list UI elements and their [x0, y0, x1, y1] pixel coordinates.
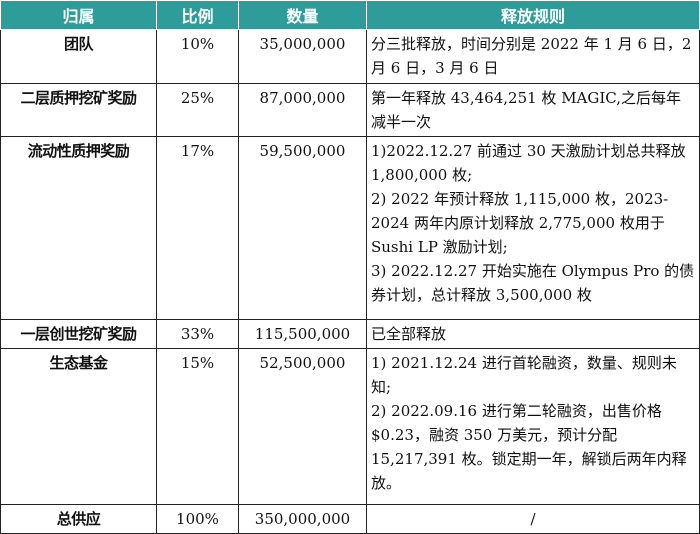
row-rule: 第一年释放 43,464,251 枚 MAGIC,之后每年减半一次 [366, 83, 700, 137]
row-rule: 已全部释放 [366, 319, 700, 349]
rule-paragraph: 2) 2022 年预计释放 1,115,000 枚，2023-2024 两年内原… [371, 190, 669, 256]
table-header-row: 归属 比例 数量 释放规则 [0, 0, 700, 30]
rule-paragraph: 2) 2022.09.16 进行第二轮融资，出售价格$0.23，融资 350 万… [371, 402, 687, 492]
table-row: 流动性质押奖励 17% 59,500,000 1)2022.12.27 前通过 … [0, 136, 700, 320]
row-ratio: 100% [156, 504, 239, 534]
row-ratio: 17% [156, 136, 239, 320]
row-rule: / [366, 504, 700, 534]
row-name: 二层质押挖矿奖励 [0, 83, 157, 137]
row-ratio: 25% [156, 83, 239, 137]
header-rule: 释放规则 [366, 0, 700, 30]
row-amount: 115,500,000 [238, 319, 367, 349]
row-rule: 分三批释放，时间分别是 2022 年 1 月 6 日，2 月 6 日，3 月 6… [366, 29, 700, 84]
row-ratio: 15% [156, 348, 239, 505]
table-row: 生态基金 15% 52,500,000 1) 2021.12.24 进行首轮融资… [0, 348, 700, 505]
row-name: 一层创世挖矿奖励 [0, 319, 157, 349]
rule-paragraph: 1)2022.12.27 前通过 30 天激励计划总共释放 1,800,000 … [371, 142, 686, 184]
rule-paragraph: 已全部释放 [371, 325, 447, 343]
table-row: 团队 10% 35,000,000 分三批释放，时间分别是 2022 年 1 月… [0, 29, 700, 84]
table-row: 总供应 100% 350,000,000 / [0, 504, 700, 534]
row-rule: 1)2022.12.27 前通过 30 天激励计划总共释放 1,800,000 … [366, 136, 700, 320]
header-name: 归属 [0, 0, 157, 30]
rule-paragraph: / [530, 510, 536, 528]
rule-paragraph: 第一年释放 43,464,251 枚 MAGIC,之后每年减半一次 [371, 89, 681, 131]
table-row: 一层创世挖矿奖励 33% 115,500,000 已全部释放 [0, 319, 700, 349]
row-ratio: 33% [156, 319, 239, 349]
rule-paragraph: 3) 2022.12.27 开始实施在 Olympus Pro 的债券计划，总计… [371, 262, 695, 304]
row-amount: 35,000,000 [238, 29, 367, 84]
rule-paragraph: 分三批释放，时间分别是 2022 年 1 月 6 日，2 月 6 日，3 月 6… [371, 35, 692, 77]
row-ratio: 10% [156, 29, 239, 84]
row-name: 总供应 [0, 504, 157, 534]
table-row: 二层质押挖矿奖励 25% 87,000,000 第一年释放 43,464,251… [0, 83, 700, 137]
rule-paragraph: 1) 2021.12.24 进行首轮融资，数量、规则未知; [371, 354, 677, 396]
row-name: 生态基金 [0, 348, 157, 505]
header-amount: 数量 [238, 0, 367, 30]
row-amount: 87,000,000 [238, 83, 367, 137]
row-amount: 52,500,000 [238, 348, 367, 505]
row-amount: 350,000,000 [238, 504, 367, 534]
row-name: 流动性质押奖励 [0, 136, 157, 320]
row-name: 团队 [0, 29, 157, 84]
row-rule: 1) 2021.12.24 进行首轮融资，数量、规则未知; 2) 2022.09… [366, 348, 700, 505]
header-ratio: 比例 [156, 0, 239, 30]
row-amount: 59,500,000 [238, 136, 367, 320]
